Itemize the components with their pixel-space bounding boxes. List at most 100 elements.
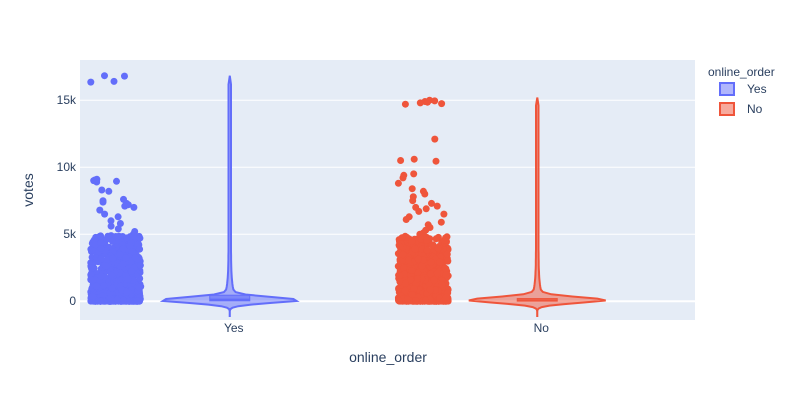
data-point [430,276,438,284]
violin-shape [159,75,300,317]
data-point [432,235,440,243]
data-point [432,157,440,165]
y-axis-ticks: 0 5k 10k 15k [57,93,77,308]
data-point [100,282,108,289]
data-point [427,270,435,278]
y-tick-label: 15k [57,93,77,107]
data-point [408,237,416,245]
data-point [130,203,138,211]
data-point [401,100,409,108]
y-tick-label: 5k [63,227,77,241]
y-axis-label: votes [20,173,36,206]
legend[interactable]: online_order Yes No [708,65,775,116]
data-point [136,261,144,269]
data-point [116,251,124,259]
data-point [408,185,416,193]
data-point [124,275,132,283]
data-point [396,272,404,280]
data-point [399,251,407,259]
data-point [431,286,439,294]
data-point [107,222,115,230]
data-point [93,178,101,186]
legend-item-yes[interactable]: Yes [719,82,767,96]
data-point [424,98,431,106]
series-yes[interactable] [87,72,300,317]
data-point [415,207,423,215]
data-point [399,174,407,182]
legend-title: online_order [708,65,775,79]
data-point [116,269,124,277]
data-point [97,239,105,247]
data-point [135,283,143,291]
data-point [88,264,95,272]
data-point [416,99,424,107]
data-point [107,217,115,225]
series-no[interactable] [394,96,606,317]
data-point [121,72,128,80]
data-point [123,288,131,296]
data-point [97,245,105,252]
data-point [126,242,134,250]
legend-label: No [747,102,763,116]
data-point [128,248,136,256]
legend-swatch [719,102,735,116]
violin-box [209,294,251,302]
data-point [444,257,452,265]
data-point [114,213,122,221]
data-point [131,254,139,262]
data-point [437,218,445,226]
data-point [427,258,435,266]
data-point [433,202,441,210]
data-point [97,272,105,280]
x-tick-label: No [534,321,550,335]
data-point [410,155,418,163]
data-point [92,282,100,290]
y-tick-label: 10k [57,160,77,174]
data-point [103,235,111,243]
data-point [422,205,430,213]
data-point [122,254,130,262]
data-point [442,234,450,242]
data-point [98,186,106,194]
data-point [398,234,406,242]
data-point [428,199,435,207]
data-point [105,187,113,195]
data-point [109,237,116,245]
data-point [423,236,431,244]
data-point [401,287,409,295]
data-point [410,170,418,178]
data-point [426,286,434,294]
data-point [89,292,96,300]
data-point [134,240,142,248]
plot-background [80,60,695,320]
data-point [107,271,115,279]
data-point [400,264,408,272]
data-point [99,198,107,206]
data-point [136,245,144,253]
data-point [438,281,446,289]
data-point [113,296,121,304]
legend-label: Yes [747,82,767,96]
data-point [436,258,444,266]
data-point [136,234,144,242]
data-point [408,291,416,298]
legend-item-no[interactable]: No [719,102,763,116]
data-point [431,135,439,143]
data-point [421,190,429,198]
violin-shape [468,97,606,317]
data-point [402,279,409,287]
data-point [414,275,422,283]
data-point [411,245,419,253]
legend-swatch [719,82,735,96]
data-point [128,267,136,275]
data-point [119,260,127,268]
data-point [108,284,116,292]
data-point [428,241,436,249]
data-point [410,285,418,293]
data-point [407,276,415,284]
data-point [114,225,122,233]
data-point [103,256,111,264]
data-point [109,255,117,263]
data-point [396,278,404,286]
